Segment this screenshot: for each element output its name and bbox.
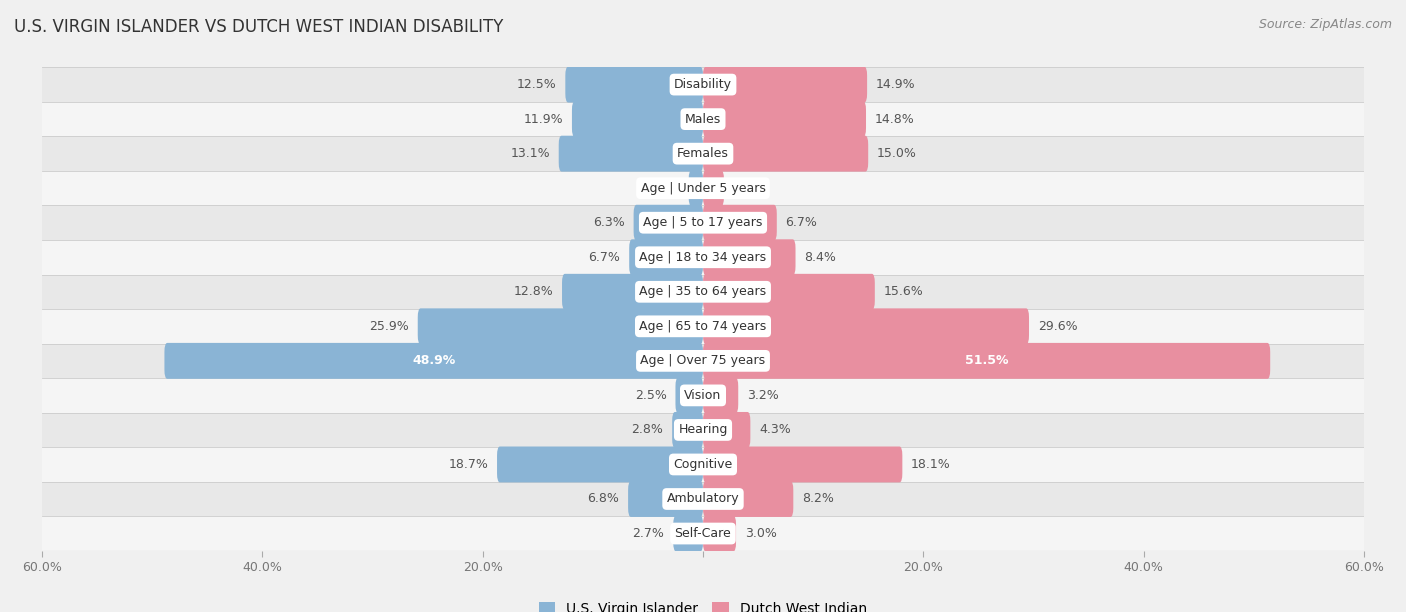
- Text: Hearing: Hearing: [678, 424, 728, 436]
- Text: Cognitive: Cognitive: [673, 458, 733, 471]
- FancyBboxPatch shape: [703, 378, 738, 413]
- FancyBboxPatch shape: [634, 205, 703, 241]
- Text: 15.0%: 15.0%: [877, 147, 917, 160]
- FancyBboxPatch shape: [565, 67, 703, 103]
- Text: Age | 65 to 74 years: Age | 65 to 74 years: [640, 320, 766, 333]
- FancyBboxPatch shape: [703, 447, 903, 482]
- FancyBboxPatch shape: [572, 101, 703, 137]
- FancyBboxPatch shape: [42, 343, 1364, 378]
- FancyBboxPatch shape: [498, 447, 703, 482]
- Text: Source: ZipAtlas.com: Source: ZipAtlas.com: [1258, 18, 1392, 31]
- Text: Disability: Disability: [673, 78, 733, 91]
- FancyBboxPatch shape: [703, 343, 1270, 379]
- Text: 25.9%: 25.9%: [370, 320, 409, 333]
- FancyBboxPatch shape: [42, 447, 1364, 482]
- FancyBboxPatch shape: [42, 378, 1364, 412]
- FancyBboxPatch shape: [558, 136, 703, 171]
- Text: Age | 18 to 34 years: Age | 18 to 34 years: [640, 251, 766, 264]
- Text: 6.7%: 6.7%: [589, 251, 620, 264]
- FancyBboxPatch shape: [42, 482, 1364, 517]
- Text: Females: Females: [678, 147, 728, 160]
- Text: 51.5%: 51.5%: [965, 354, 1008, 367]
- Text: Vision: Vision: [685, 389, 721, 402]
- Text: 4.3%: 4.3%: [759, 424, 792, 436]
- FancyBboxPatch shape: [42, 171, 1364, 206]
- FancyBboxPatch shape: [673, 515, 703, 551]
- Text: 8.2%: 8.2%: [801, 493, 834, 506]
- FancyBboxPatch shape: [42, 240, 1364, 275]
- FancyBboxPatch shape: [42, 136, 1364, 171]
- FancyBboxPatch shape: [42, 275, 1364, 309]
- FancyBboxPatch shape: [672, 412, 703, 448]
- Text: Self-Care: Self-Care: [675, 527, 731, 540]
- FancyBboxPatch shape: [675, 378, 703, 413]
- FancyBboxPatch shape: [630, 239, 703, 275]
- FancyBboxPatch shape: [703, 205, 776, 241]
- FancyBboxPatch shape: [418, 308, 703, 345]
- Text: U.S. VIRGIN ISLANDER VS DUTCH WEST INDIAN DISABILITY: U.S. VIRGIN ISLANDER VS DUTCH WEST INDIA…: [14, 18, 503, 36]
- Text: 2.5%: 2.5%: [634, 389, 666, 402]
- FancyBboxPatch shape: [703, 308, 1029, 345]
- FancyBboxPatch shape: [42, 102, 1364, 136]
- Text: 12.8%: 12.8%: [513, 285, 553, 298]
- FancyBboxPatch shape: [628, 481, 703, 517]
- Text: 15.6%: 15.6%: [883, 285, 924, 298]
- Text: 1.9%: 1.9%: [733, 182, 765, 195]
- FancyBboxPatch shape: [42, 206, 1364, 240]
- FancyBboxPatch shape: [703, 274, 875, 310]
- Text: 6.7%: 6.7%: [786, 216, 817, 230]
- FancyBboxPatch shape: [42, 309, 1364, 343]
- Text: 3.0%: 3.0%: [745, 527, 776, 540]
- FancyBboxPatch shape: [703, 101, 866, 137]
- FancyBboxPatch shape: [703, 136, 868, 171]
- Text: Age | Over 75 years: Age | Over 75 years: [641, 354, 765, 367]
- Text: 48.9%: 48.9%: [412, 354, 456, 367]
- Text: 2.7%: 2.7%: [633, 527, 665, 540]
- FancyBboxPatch shape: [703, 170, 724, 206]
- Legend: U.S. Virgin Islander, Dutch West Indian: U.S. Virgin Islander, Dutch West Indian: [533, 596, 873, 612]
- Text: 3.2%: 3.2%: [747, 389, 779, 402]
- Text: 2.8%: 2.8%: [631, 424, 664, 436]
- Text: 6.3%: 6.3%: [593, 216, 624, 230]
- Text: Age | 35 to 64 years: Age | 35 to 64 years: [640, 285, 766, 298]
- FancyBboxPatch shape: [703, 412, 751, 448]
- Text: 14.8%: 14.8%: [875, 113, 914, 125]
- FancyBboxPatch shape: [703, 239, 796, 275]
- FancyBboxPatch shape: [703, 67, 868, 103]
- Text: 6.8%: 6.8%: [588, 493, 619, 506]
- Text: 29.6%: 29.6%: [1038, 320, 1077, 333]
- Text: 12.5%: 12.5%: [517, 78, 557, 91]
- FancyBboxPatch shape: [703, 515, 737, 551]
- Text: Males: Males: [685, 113, 721, 125]
- Text: Age | 5 to 17 years: Age | 5 to 17 years: [644, 216, 762, 230]
- Text: 1.3%: 1.3%: [648, 182, 681, 195]
- Text: 13.1%: 13.1%: [510, 147, 550, 160]
- FancyBboxPatch shape: [42, 412, 1364, 447]
- FancyBboxPatch shape: [42, 67, 1364, 102]
- FancyBboxPatch shape: [562, 274, 703, 310]
- Text: 14.9%: 14.9%: [876, 78, 915, 91]
- FancyBboxPatch shape: [165, 343, 703, 379]
- FancyBboxPatch shape: [42, 517, 1364, 551]
- Text: 18.7%: 18.7%: [449, 458, 488, 471]
- FancyBboxPatch shape: [689, 170, 703, 206]
- Text: 11.9%: 11.9%: [523, 113, 564, 125]
- FancyBboxPatch shape: [703, 481, 793, 517]
- Text: 18.1%: 18.1%: [911, 458, 950, 471]
- Text: Ambulatory: Ambulatory: [666, 493, 740, 506]
- Text: 8.4%: 8.4%: [804, 251, 837, 264]
- Text: Age | Under 5 years: Age | Under 5 years: [641, 182, 765, 195]
